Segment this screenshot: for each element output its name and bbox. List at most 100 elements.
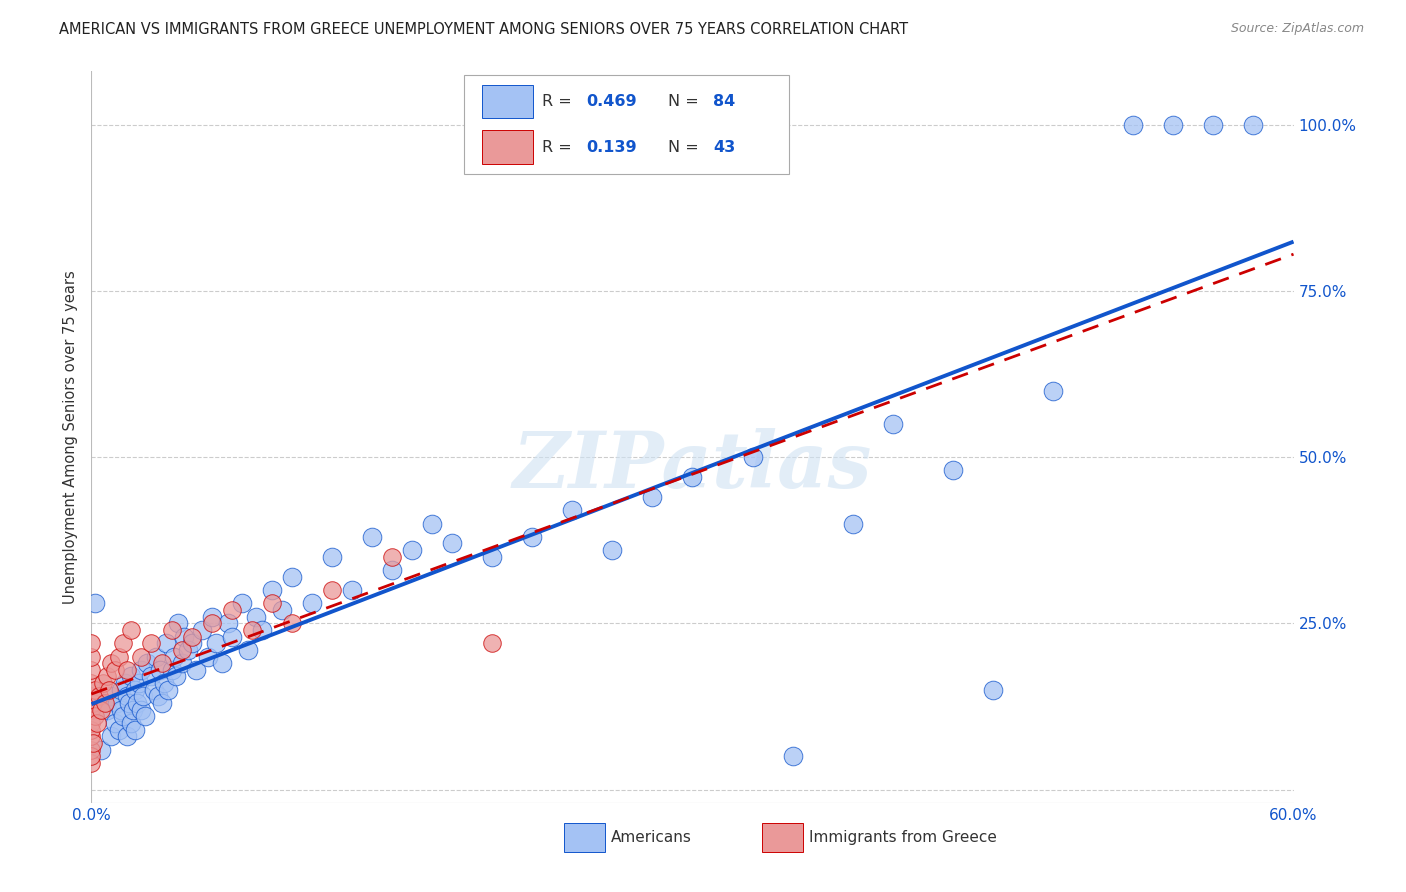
Point bbox=[321, 549, 343, 564]
Point bbox=[80, 690, 103, 704]
Point bbox=[108, 723, 131, 737]
Point bbox=[841, 516, 863, 531]
Point bbox=[80, 703, 103, 717]
FancyBboxPatch shape bbox=[762, 822, 803, 852]
Point bbox=[112, 636, 135, 650]
Point bbox=[84, 596, 107, 610]
Point bbox=[360, 530, 382, 544]
Point bbox=[561, 503, 583, 517]
Point bbox=[270, 603, 292, 617]
Point bbox=[80, 749, 103, 764]
Point bbox=[260, 596, 283, 610]
Point bbox=[741, 450, 763, 464]
Point bbox=[176, 643, 198, 657]
Text: 0.139: 0.139 bbox=[586, 140, 637, 154]
Text: R =: R = bbox=[543, 140, 576, 154]
Point bbox=[221, 630, 243, 644]
Point bbox=[180, 636, 202, 650]
Point bbox=[100, 729, 122, 743]
Point bbox=[118, 696, 141, 710]
Point bbox=[173, 630, 195, 644]
Point bbox=[281, 570, 304, 584]
Point bbox=[114, 676, 136, 690]
Point bbox=[124, 682, 146, 697]
Point bbox=[301, 596, 323, 610]
Point bbox=[136, 656, 159, 670]
Text: AMERICAN VS IMMIGRANTS FROM GREECE UNEMPLOYMENT AMONG SENIORS OVER 75 YEARS CORR: AMERICAN VS IMMIGRANTS FROM GREECE UNEMP… bbox=[59, 22, 908, 37]
Point bbox=[89, 690, 111, 704]
Point bbox=[204, 636, 226, 650]
Point bbox=[162, 649, 184, 664]
Point bbox=[104, 663, 127, 677]
Point bbox=[150, 696, 173, 710]
Point bbox=[121, 623, 143, 637]
Point bbox=[882, 417, 904, 431]
Point bbox=[1202, 118, 1225, 132]
Point bbox=[942, 463, 965, 477]
FancyBboxPatch shape bbox=[564, 822, 605, 852]
Point bbox=[127, 696, 149, 710]
Point bbox=[90, 703, 112, 717]
Point bbox=[80, 742, 103, 756]
Point bbox=[80, 716, 103, 731]
Point bbox=[124, 723, 146, 737]
Point bbox=[1243, 118, 1265, 132]
Point bbox=[134, 709, 156, 723]
Point bbox=[82, 736, 104, 750]
Point bbox=[782, 749, 804, 764]
Point bbox=[104, 716, 127, 731]
Point bbox=[100, 656, 122, 670]
Point bbox=[80, 663, 103, 677]
Point bbox=[481, 636, 503, 650]
Point bbox=[117, 690, 139, 704]
Point bbox=[190, 623, 212, 637]
Point bbox=[110, 682, 132, 697]
Point bbox=[107, 696, 129, 710]
Point bbox=[93, 676, 115, 690]
Point bbox=[381, 563, 404, 577]
Point bbox=[260, 582, 283, 597]
Point bbox=[340, 582, 363, 597]
Point bbox=[180, 630, 202, 644]
Text: N =: N = bbox=[668, 94, 704, 109]
Point bbox=[1042, 384, 1064, 398]
Point bbox=[80, 649, 103, 664]
Point bbox=[217, 616, 239, 631]
Point bbox=[981, 682, 1004, 697]
Point bbox=[84, 709, 107, 723]
Point bbox=[131, 663, 153, 677]
Point bbox=[94, 696, 117, 710]
Point bbox=[201, 616, 224, 631]
Point bbox=[170, 656, 193, 670]
Text: 84: 84 bbox=[713, 94, 735, 109]
Point bbox=[80, 636, 103, 650]
Point bbox=[231, 596, 253, 610]
Point bbox=[100, 690, 122, 704]
Point bbox=[281, 616, 304, 631]
Text: Americans: Americans bbox=[610, 830, 692, 845]
Point bbox=[98, 682, 121, 697]
FancyBboxPatch shape bbox=[482, 130, 533, 164]
Point bbox=[481, 549, 503, 564]
Point bbox=[148, 663, 170, 677]
Point bbox=[122, 703, 145, 717]
Point bbox=[141, 669, 163, 683]
Point bbox=[80, 676, 103, 690]
Point bbox=[82, 696, 104, 710]
Point bbox=[197, 649, 219, 664]
Point bbox=[681, 470, 703, 484]
Point bbox=[401, 543, 423, 558]
Text: Immigrants from Greece: Immigrants from Greece bbox=[808, 830, 997, 845]
Point bbox=[250, 623, 273, 637]
Point bbox=[132, 690, 155, 704]
Point bbox=[522, 530, 544, 544]
Point bbox=[440, 536, 463, 550]
Point bbox=[108, 649, 131, 664]
Y-axis label: Unemployment Among Seniors over 75 years: Unemployment Among Seniors over 75 years bbox=[63, 270, 79, 604]
Point bbox=[184, 663, 207, 677]
Text: Source: ZipAtlas.com: Source: ZipAtlas.com bbox=[1230, 22, 1364, 36]
Point bbox=[160, 663, 183, 677]
Point bbox=[221, 603, 243, 617]
Point bbox=[155, 636, 177, 650]
Point bbox=[142, 682, 165, 697]
